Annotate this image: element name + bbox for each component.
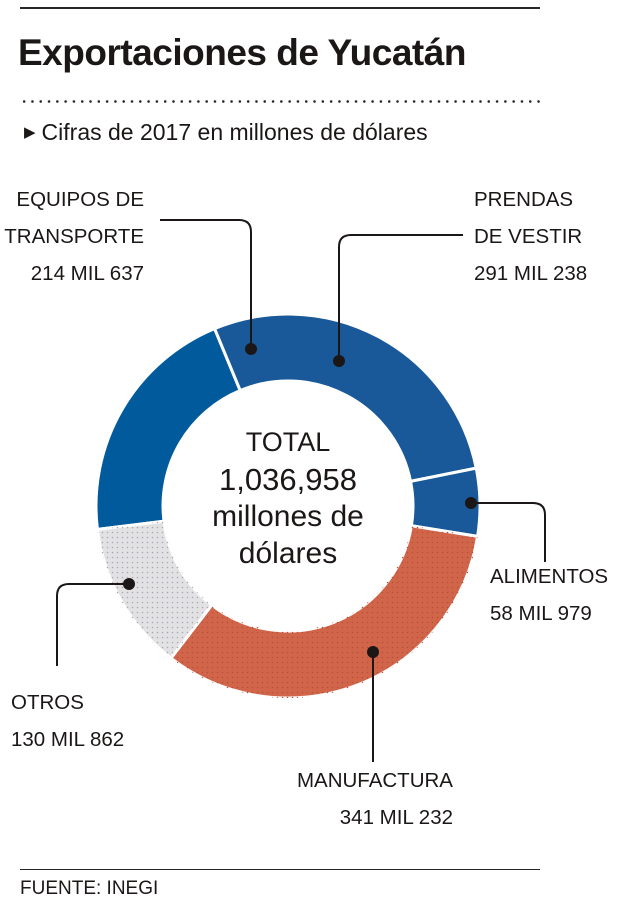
leader-dots [123, 343, 477, 658]
subtitle-text: Cifras de 2017 en millones de dólares [41, 119, 428, 145]
donut-slice-pattern-manufactura [170, 525, 478, 699]
donut-center-label: TOTAL 1,036,958 millones de dólares [188, 424, 388, 572]
total-unit-line1: millones de [212, 500, 364, 533]
label-prendas-value: 291 MIL 238 [474, 262, 588, 285]
source-note: FUENTE: INEGI [20, 878, 159, 899]
leader-dot-otros [123, 578, 135, 590]
donut-slice-prendas [212, 312, 478, 484]
label-otros: OTROS 130 MIL 862 [11, 684, 124, 758]
leader-line-alimentos [471, 502, 546, 562]
label-manufactura: MANUFACTURA 341 MIL 232 [297, 762, 453, 836]
leader-dot-alimentos [465, 497, 477, 509]
leader-dot-equipos [245, 343, 257, 355]
label-prendas-line1: PRENDAS [474, 188, 574, 211]
label-equipos-line2: TRANSPORTE [4, 225, 144, 248]
dotted-divider [20, 100, 542, 103]
label-otros-value: 130 MIL 862 [11, 728, 125, 751]
label-manufactura-line1: MANUFACTURA [296, 769, 453, 792]
leader-lines [56, 219, 546, 762]
label-prendas: PRENDAS DE VESTIR 291 MIL 238 [474, 181, 587, 292]
label-manufactura-value: 341 MIL 232 [339, 806, 453, 829]
chart-title: Exportaciones de Yucatán [18, 32, 466, 73]
leader-line-equipos [160, 219, 252, 349]
chart-subtitle: ▶ Cifras de 2017 en millones de dólares [24, 119, 428, 146]
total-unit-line2: dólares [238, 537, 338, 570]
bottom-rule [20, 869, 540, 870]
label-alimentos: ALIMENTOS 58 MIL 979 [490, 558, 608, 632]
leader-line-otros [56, 583, 129, 666]
label-otros-line1: OTROS [11, 691, 84, 714]
label-alimentos-line1: ALIMENTOS [490, 565, 609, 588]
label-equipos: EQUIPOS DE TRANSPORTE 214 MIL 637 [4, 181, 144, 292]
donut-slice-pattern-otros [97, 521, 212, 659]
label-equipos-line1: EQUIPOS DE [16, 188, 144, 211]
leader-dot-prendas [333, 355, 345, 367]
label-prendas-line2: DE VESTIR [474, 225, 583, 248]
top-rule [20, 7, 540, 9]
leader-dot-manufactura [367, 646, 379, 658]
label-alimentos-value: 58 MIL 979 [490, 602, 592, 625]
total-label: TOTAL [245, 427, 331, 457]
total-value: 1,036,958 [219, 462, 357, 497]
label-equipos-value: 214 MIL 637 [30, 262, 144, 285]
leader-line-prendas [338, 234, 463, 361]
triangle-bullet-icon: ▶ [24, 124, 36, 141]
